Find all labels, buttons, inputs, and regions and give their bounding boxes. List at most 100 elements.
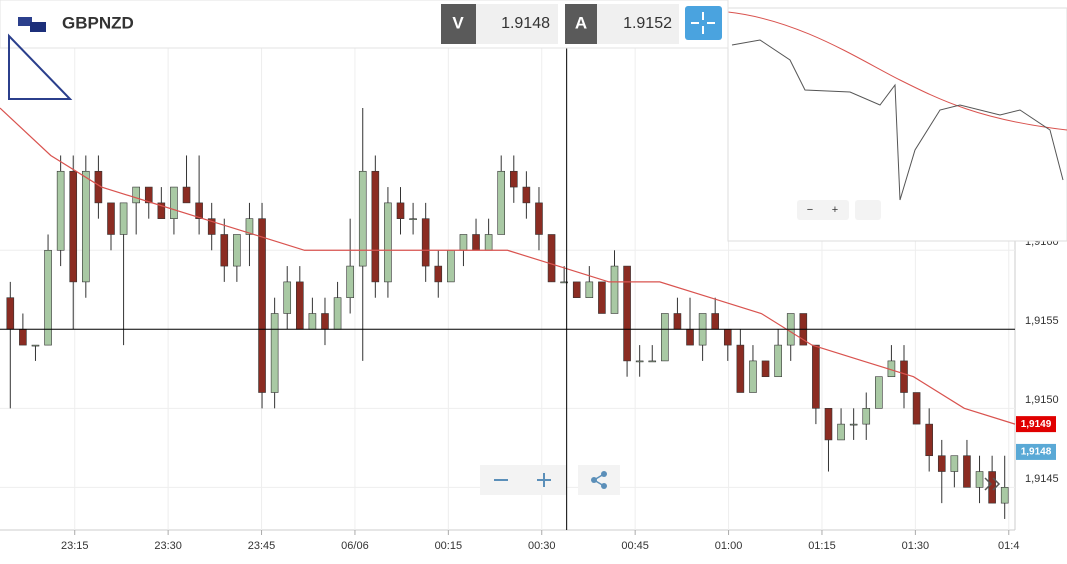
price-tag-label: 1,9148 (1021, 447, 1052, 458)
candle-body (144, 186, 153, 204)
share-dot (591, 477, 597, 483)
plot: 1,9149 1,9148 (0, 48, 1056, 530)
candle-body (774, 344, 782, 378)
y-tick-label: 1,9155 (1025, 315, 1059, 327)
x-tick-label: 01:15 (808, 540, 836, 552)
candle-body (396, 202, 405, 219)
moving-average (0, 107, 1016, 425)
candle-body (170, 186, 178, 219)
candle-body (484, 234, 493, 251)
candle-body (497, 170, 506, 235)
candle-body (434, 265, 443, 283)
scroll-right[interactable] (984, 477, 1001, 491)
candle-body (862, 408, 871, 425)
candle-body (132, 186, 140, 204)
candle-body (736, 344, 745, 393)
candle-body (749, 360, 757, 393)
candle-body (950, 455, 959, 472)
crosshair-icon (691, 12, 715, 34)
flag-nz (30, 22, 46, 32)
candle-body (245, 218, 254, 235)
y-tick-label: 1,9150 (1025, 394, 1059, 406)
candle-body (623, 265, 631, 362)
candle-body (82, 170, 90, 283)
candle-body (258, 218, 266, 393)
candle-body (849, 423, 858, 426)
candle-body (686, 328, 694, 346)
candle-body (270, 313, 279, 393)
candle-body (723, 328, 732, 346)
candle-body (447, 249, 455, 283)
x-tick-label: 23:15 (61, 540, 89, 552)
candle-body (648, 360, 657, 363)
candle-body (812, 344, 820, 409)
candle-body (900, 360, 908, 393)
candle-body (598, 281, 606, 314)
price-tag (1016, 443, 1056, 460)
share-button[interactable] (578, 465, 620, 495)
candle-body (837, 423, 845, 441)
x-tick-label: 01:30 (902, 540, 930, 552)
candle-body (6, 297, 15, 330)
symbol: GBPNZD (62, 13, 134, 32)
candle-body (333, 297, 342, 330)
candle-body (308, 313, 317, 330)
candle-body (283, 281, 292, 314)
candle-body (824, 408, 833, 441)
candle-body (875, 376, 883, 409)
candle-body (547, 234, 556, 283)
candle-body (761, 360, 770, 378)
bid-label: V (452, 13, 464, 32)
mini-ma (727, 11, 1067, 131)
candle-body (459, 234, 468, 251)
candle-body (119, 202, 128, 235)
mini-minus: − (807, 204, 813, 216)
mini-plus: + (832, 204, 838, 216)
bid-badge[interactable] (441, 4, 476, 44)
x-tick-label: 06/06 (341, 540, 369, 552)
x-tick-label: 23:45 (248, 540, 276, 552)
candle-body (673, 313, 682, 330)
crosshair-button[interactable] (685, 6, 722, 40)
candle-body (44, 249, 52, 346)
candle-body (472, 234, 480, 251)
candle-body (925, 423, 933, 457)
candle-body (522, 186, 531, 204)
candle-body (635, 360, 644, 363)
candle-body (1000, 487, 1009, 504)
candle-body (912, 392, 921, 425)
triangle-drawing (8, 33, 73, 100)
ask-badge[interactable] (565, 4, 597, 44)
share-dot (601, 483, 607, 489)
mini-chart: − + (727, 7, 1067, 242)
candle-body (509, 170, 518, 188)
candle-body (157, 202, 166, 219)
bid-box[interactable] (476, 4, 558, 44)
candle-body (560, 281, 568, 284)
x-tick-label: 23:30 (154, 540, 182, 552)
flag-gb (18, 17, 32, 26)
x-tick-label: 01:00 (715, 540, 743, 552)
price-tag (1016, 416, 1056, 433)
candle-body (988, 471, 996, 504)
candle-body (358, 170, 367, 267)
candle-body (56, 170, 65, 251)
y-tick-label: 1,9145 (1025, 473, 1059, 485)
zoom-controls[interactable] (480, 465, 566, 495)
candle-body (207, 218, 216, 235)
mini-share[interactable] (855, 200, 881, 220)
ask-label: A (575, 13, 587, 32)
candle-body (661, 313, 669, 362)
mini-frame (727, 7, 1067, 242)
mini-zoom[interactable] (797, 200, 849, 220)
candle-body (69, 170, 78, 283)
candle-body (321, 313, 329, 330)
bid-price: 1.9148 (501, 15, 550, 32)
candle-body (346, 265, 354, 298)
ask-price: 1.9152 (623, 15, 672, 32)
candle-body (195, 202, 203, 219)
candle-body (421, 218, 430, 267)
candle-body (31, 344, 40, 347)
ask-box[interactable] (597, 4, 679, 44)
candle-body (182, 186, 191, 204)
